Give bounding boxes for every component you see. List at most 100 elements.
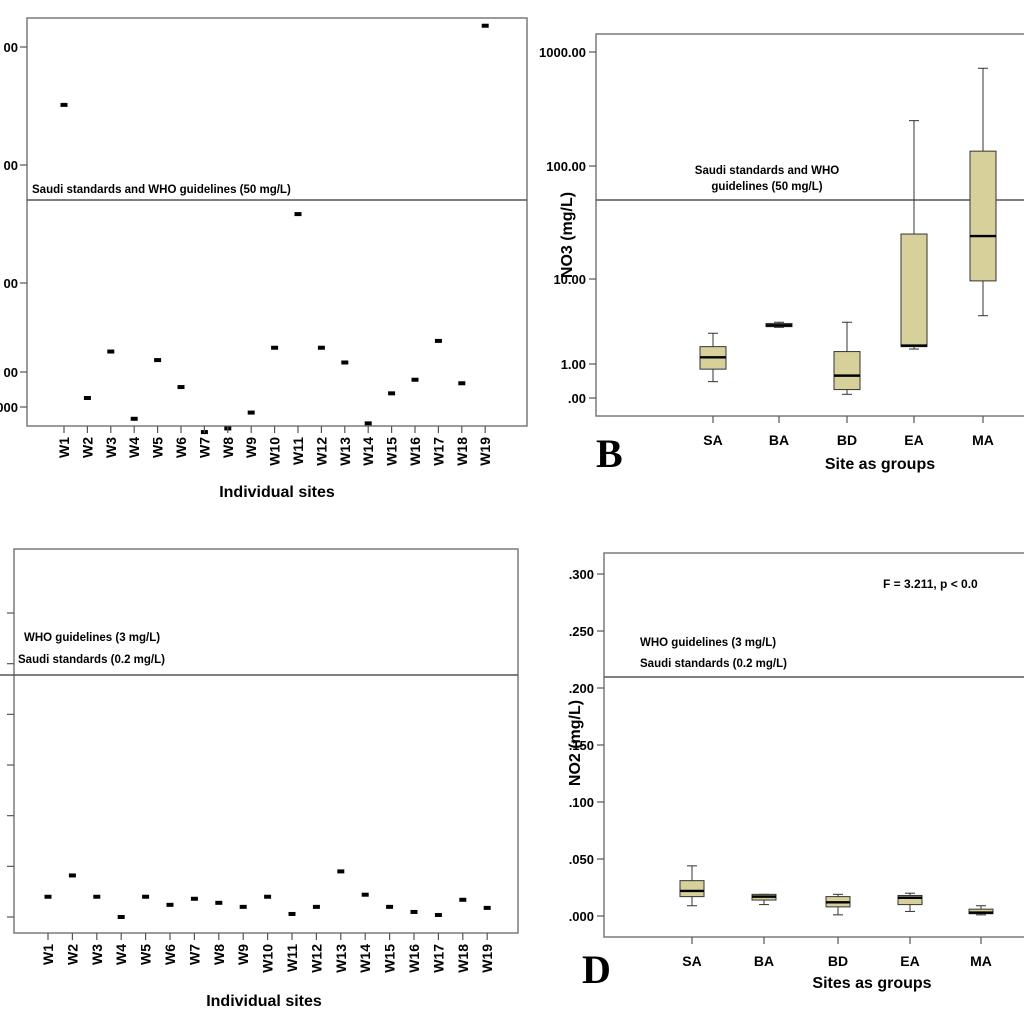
panel-b-y-tick-label: 10.00: [553, 272, 586, 287]
panel-b-x-tick-label: SA: [703, 432, 722, 448]
panel-a-y-tick-label: 00: [4, 158, 18, 173]
panel-b-reference-annotation-line1: Saudi standards and WHO: [695, 165, 839, 177]
panel-a-x-axis: W1 W2 W3 W4 W5 W6 W7 W8 W9 W10 W11 W12 W13 W14 W15 W16 W…: [56, 426, 493, 466]
panel-c-point: [239, 904, 247, 909]
panel-d-x-axis-label: Sites as groups: [812, 975, 931, 992]
panel-a-point: [388, 391, 396, 396]
panel-b-box: [833, 351, 861, 391]
panel-c-x-tick-label: W18: [455, 944, 471, 973]
panel-c-point: [288, 911, 296, 916]
panel-a-points: [60, 23, 489, 435]
panel-c-x-tick-label: W7: [186, 944, 202, 965]
panel-b-box: [969, 150, 997, 282]
panel-c-point: [337, 869, 345, 874]
panel-a-point: [294, 212, 302, 217]
panel-d-x-tick-label: SA: [682, 953, 701, 969]
panel-a-point: [177, 385, 185, 390]
panel-d-stat-text: F = 3.211, p < 0.0: [883, 577, 978, 591]
panel-d-boxes: SA BA BD EA MA: [679, 865, 994, 969]
panel-b-reference-annotation-line2: guidelines (50 mg/L): [711, 181, 822, 193]
panel-d-y-axis: .300 .250 .200 .150 .100 .050 .000: [569, 567, 604, 924]
panel-a-x-tick-label: W15: [384, 437, 400, 466]
panel-a-point: [83, 395, 91, 400]
panel-c-point: [386, 904, 394, 909]
panel-c-x-tick-label: W9: [235, 944, 251, 965]
panel-a-x-tick-label: W8: [220, 437, 236, 458]
panel-a-point: [247, 410, 255, 415]
panel-a-x-tick-label: W18: [454, 437, 470, 466]
panel-b-y-tick-label: .00: [568, 391, 586, 406]
panel-c-x-axis-label: Individual sites: [206, 993, 322, 1010]
panel-c-annotation-saudi: Saudi standards (0.2 mg/L): [18, 654, 165, 666]
panel-a-x-tick-label: W2: [79, 437, 95, 458]
panel-a-x-tick-label: W3: [103, 437, 119, 458]
panel-c-annotation-who: WHO guidelines (3 mg/L): [24, 632, 160, 644]
panel-c-x-axis: W1 W2 W3 W4 W5 W6 W7 W8 W9 W10 W11 W12 W13 W14 W15 W16 W…: [40, 933, 495, 973]
panel-b-boxes: SA BA BD EA MA: [699, 67, 997, 448]
panel-c-point: [117, 915, 125, 919]
panel-c-point: [483, 905, 491, 910]
panel-a-x-tick-label: W5: [150, 437, 166, 458]
panel-c-y-axis: [7, 612, 14, 918]
panel-a-point: [411, 377, 419, 382]
panel-b-x-tick-label: BD: [837, 432, 857, 448]
panel-a-point: [107, 349, 115, 354]
panel-c-point: [312, 904, 320, 909]
panel-c-points: [44, 869, 491, 919]
panel-d-annotation-who: WHO guidelines (3 mg/L): [640, 637, 776, 649]
panel-c-x-tick-label: W3: [89, 944, 105, 965]
panel-a-x-tick-label: W19: [477, 437, 493, 466]
panel-a-y-tick-label: 00: [4, 40, 18, 55]
panel-c-x-tick-label: W10: [260, 944, 276, 973]
panel-d-x-tick-label: BA: [754, 953, 774, 969]
panel-a-reference-annotation: Saudi standards and WHO guidelines (50 m…: [32, 184, 291, 196]
panel-c-x-tick-label: W8: [211, 944, 227, 965]
panel-a-x-axis-label: Individual sites: [219, 484, 335, 501]
panel-a-point: [434, 338, 442, 343]
panel-d-y-tick-label: .100: [569, 795, 594, 810]
panel-d-box: [679, 880, 705, 898]
panel-b-y-tick-label: 1000.00: [539, 45, 586, 60]
panel-b-y-tick-label: 1.00: [561, 357, 586, 372]
panel-c-x-tick-label: W13: [333, 944, 349, 973]
panel-a-x-tick-label: W7: [196, 437, 212, 458]
panel-c-x-tick-label: W17: [430, 944, 446, 973]
panel-a-point: [481, 23, 489, 28]
panel-b-x-tick-label: EA: [904, 432, 923, 448]
panel-b-x-axis-label: Site as groups: [825, 456, 935, 473]
panel-d-y-axis-label: NO2 (mg/L): [567, 700, 584, 786]
panel-c-point: [215, 900, 223, 905]
panel-c-point: [142, 894, 150, 899]
panel-a-x-tick-label: W17: [430, 437, 446, 466]
panel-c-point: [264, 894, 272, 899]
panel-d-annotation-saudi: Saudi standards (0.2 mg/L): [640, 658, 787, 670]
panel-c-x-tick-label: W14: [357, 944, 373, 973]
panel-c-x-tick-label: W2: [64, 944, 80, 965]
panel-d-letter: D: [582, 947, 611, 992]
panel-c-x-tick-label: W5: [138, 944, 154, 965]
panel-c-point: [361, 892, 369, 897]
panel-a-x-tick-label: W4: [126, 437, 142, 458]
panel-a-point: [271, 345, 279, 350]
panel-c-plot-frame: [13, 548, 519, 934]
panel-d-x-tick-label: BD: [828, 953, 848, 969]
panel-c-point: [410, 909, 418, 914]
panel-c-x-tick-label: W11: [284, 944, 300, 972]
panel-d-y-tick-label: .050: [569, 852, 594, 867]
panel-d-plot-frame: [603, 552, 1024, 938]
panel-a-y-tick-label: 00: [4, 276, 18, 291]
panel-d-x-tick-label: EA: [900, 953, 919, 969]
panel-b-y-axis-label: NO3 (mg/L): [559, 192, 576, 278]
panel-d-x-tick-label: MA: [970, 953, 992, 969]
panel-c-point: [44, 894, 52, 899]
panel-b-y-tick-label: 100.00: [546, 159, 586, 174]
panel-a-point: [130, 416, 138, 421]
panel-a-x-tick-label: W9: [243, 437, 259, 458]
panel-d-y-tick-label: .250: [569, 624, 594, 639]
panel-a-point: [317, 345, 325, 350]
panel-c-x-tick-label: W4: [113, 944, 129, 965]
panel-a-point: [154, 358, 162, 363]
panel-a-plot-frame: [26, 17, 528, 427]
panel-a-y-tick-label: 000: [0, 400, 18, 415]
